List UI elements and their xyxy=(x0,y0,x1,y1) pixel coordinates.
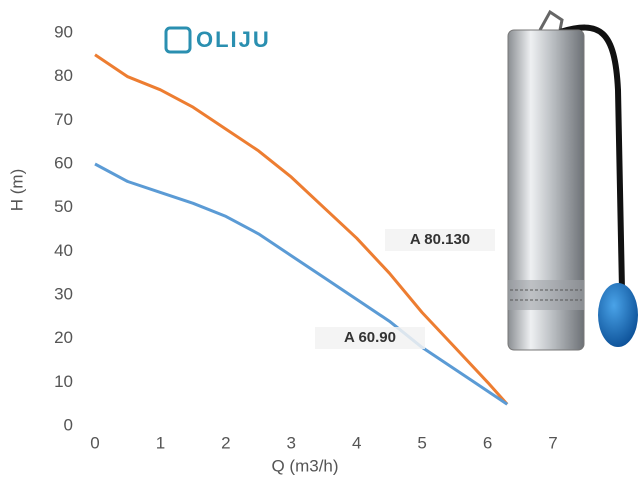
y-tick-label: 80 xyxy=(54,66,73,85)
series-label-bg xyxy=(315,327,425,349)
y-tick-label: 40 xyxy=(54,241,73,260)
series-label: A 80.130 xyxy=(410,231,470,248)
x-tick-label: 2 xyxy=(221,433,230,452)
x-tick-label: 4 xyxy=(352,433,361,452)
series-line xyxy=(94,53,509,406)
logo: OLIJU xyxy=(164,26,271,54)
series-label: A 60.90 xyxy=(344,329,396,346)
y-tick-label: 70 xyxy=(54,110,73,129)
y-tick-label: 90 xyxy=(54,22,73,41)
y-tick-label: 20 xyxy=(54,328,73,347)
y-tick-label: 10 xyxy=(54,372,73,391)
y-tick-label: 60 xyxy=(54,153,73,172)
x-tick-label: 7 xyxy=(548,433,557,452)
x-tick-label: 6 xyxy=(483,433,492,452)
y-tick-label: 30 xyxy=(54,284,73,303)
x-tick-label: 0 xyxy=(90,433,99,452)
x-axis-label: Q (m3/h) xyxy=(271,456,338,475)
pump-illustration xyxy=(507,9,638,351)
logo-text: OLIJU xyxy=(196,27,271,52)
x-tick-label: 1 xyxy=(156,433,165,452)
y-tick-label: 50 xyxy=(54,197,73,216)
series-label-bg xyxy=(385,229,495,251)
x-tick-label: 5 xyxy=(417,433,426,452)
y-tick-label: 0 xyxy=(64,415,73,434)
series-line xyxy=(94,162,509,406)
x-tick-label: 3 xyxy=(287,433,296,452)
y-axis-label: H (m) xyxy=(7,169,26,211)
